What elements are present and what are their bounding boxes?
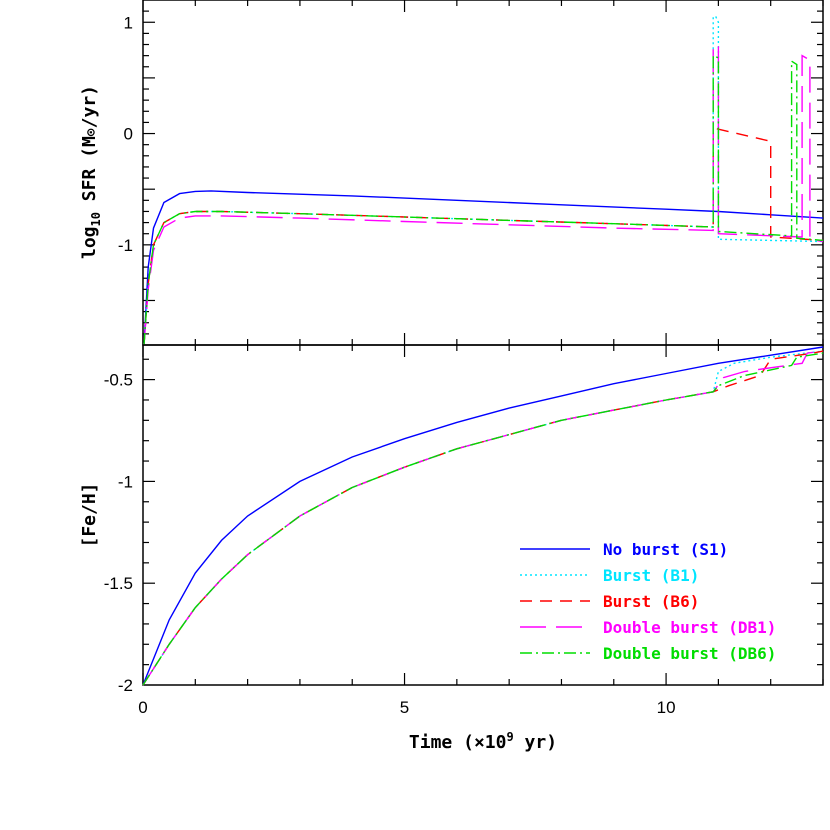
legend-label-no-burst-s1: No burst (S1) xyxy=(603,540,728,559)
sfr-series-burst-b1 xyxy=(143,16,824,346)
feh-y-tick-label: -1 xyxy=(118,472,133,491)
sfr-series-burst-b6 xyxy=(143,127,824,346)
x-tick-label: 0 xyxy=(138,698,147,717)
legend-label-double-burst-db6: Double burst (DB6) xyxy=(603,644,776,663)
sfr-panel: 1 0 -1 log10 SFR (M⊙/yr) xyxy=(79,0,824,346)
feh-series-double-burst-db6 xyxy=(142,352,824,686)
feh-y-tick-label: -0.5 xyxy=(104,371,133,390)
legend: No burst (S1) Burst (B1) Burst (B6) Double … xyxy=(520,540,776,663)
feh-y-tick-label: -1.5 xyxy=(104,574,133,593)
sfr-y-tick-label: -1 xyxy=(118,236,133,255)
sfr-y-axis-title: log10 SFR (M⊙/yr) xyxy=(79,85,103,259)
sfr-y-tick-label: 1 xyxy=(124,13,133,32)
legend-label-burst-b1: Burst (B1) xyxy=(603,566,699,585)
feh-panel: 0 5 10 -0.5 -1 -1.5 -2 [Fe/H] Time (×109 yr) xyxy=(79,344,824,753)
x-tick-label: 10 xyxy=(657,698,676,717)
sfr-series-double-burst-db1 xyxy=(143,43,824,346)
sfr-panel-frame xyxy=(142,0,824,346)
sfr-series-double-burst-db6 xyxy=(143,54,824,346)
x-axis-title: Time (×109 yr) xyxy=(409,730,557,753)
sfr-y-tick-label: 0 xyxy=(124,125,133,144)
legend-label-double-burst-db1: Double burst (DB1) xyxy=(603,618,776,637)
x-tick-label: 5 xyxy=(400,698,409,717)
legend-label-burst-b6: Burst (B6) xyxy=(603,592,699,611)
feh-series-no-burst-s1 xyxy=(142,346,824,686)
feh-y-axis-title: [Fe/H] xyxy=(79,482,100,547)
feh-y-tick-label: -2 xyxy=(118,676,133,695)
sfr-series-no-burst-s1 xyxy=(143,190,824,346)
feh-panel-frame xyxy=(142,344,824,686)
